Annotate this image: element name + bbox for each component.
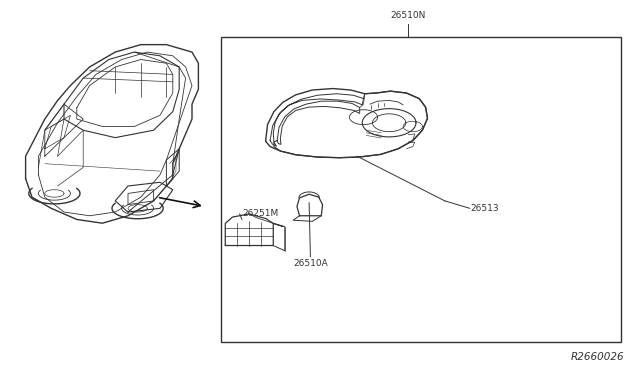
Text: 26510N: 26510N xyxy=(390,12,426,20)
Text: 26510A: 26510A xyxy=(293,259,328,267)
Text: 26513: 26513 xyxy=(470,204,499,213)
Bar xyxy=(221,37,621,342)
Text: R2660026: R2660026 xyxy=(570,352,624,362)
Text: 26251M: 26251M xyxy=(242,209,278,218)
